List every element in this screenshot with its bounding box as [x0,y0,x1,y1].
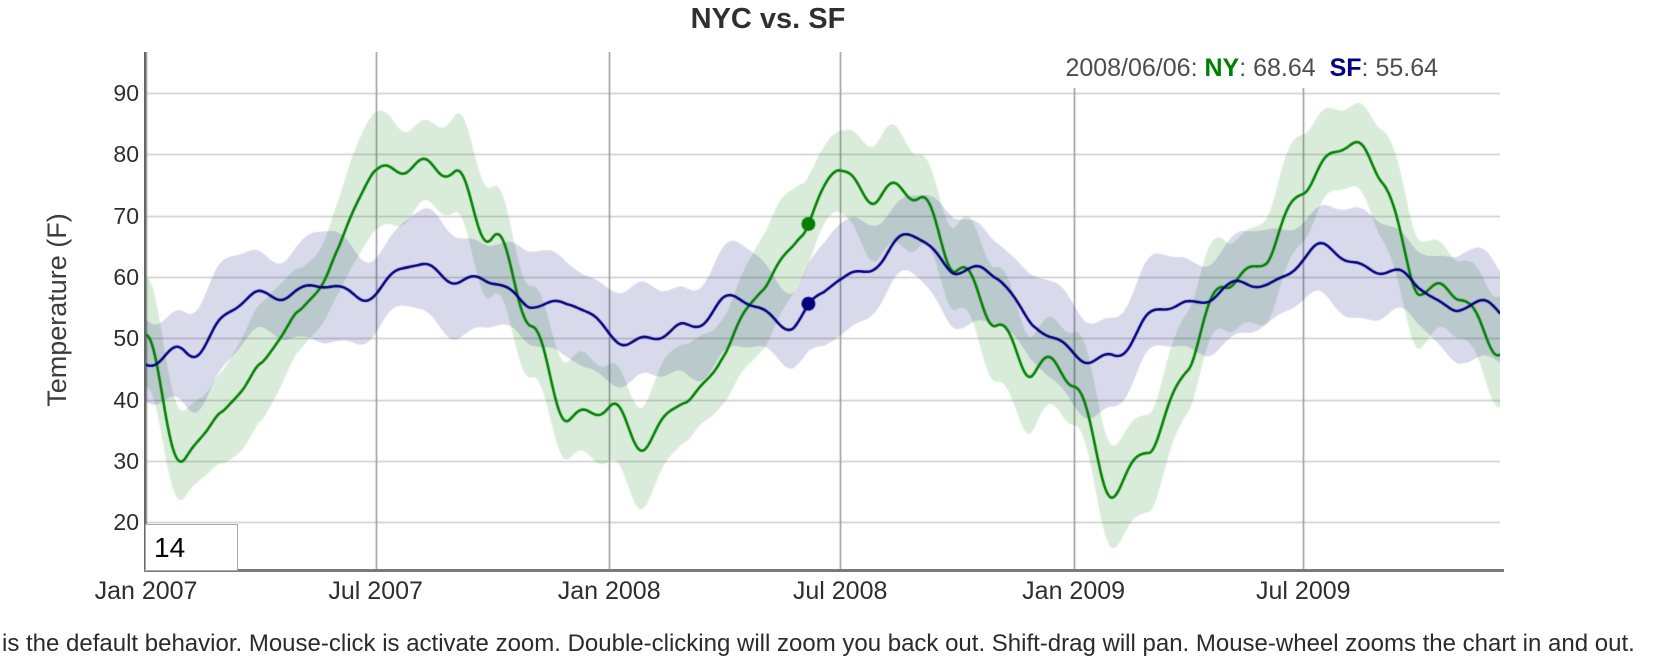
y-axis-line [144,52,146,570]
legend-gap [1316,54,1330,82]
legend-ny-label: NY [1204,54,1240,82]
x-tick-label: Jul 2007 [328,577,423,605]
y-tick-label: 40 [113,386,139,413]
y-tick-label: 50 [113,325,139,352]
legend-sf-label: SF [1329,54,1362,82]
y-tick-label: 70 [113,202,139,229]
dygraph-temperature-chart: NYC vs. SF Temperature (F) 20 30 40 50 60 70 8… [2,3,1635,657]
y-tick-label: 60 [113,263,139,290]
y-tick-label: 20 [113,509,139,536]
chart-title: NYC vs. SF [690,3,846,35]
legend: 2008/06/06: NY: 68.64 SF: 55.64 [1057,48,1446,88]
roller-period-input[interactable] [145,524,238,571]
y-tick-label: 30 [113,447,139,474]
legend-sf-value: 55.64 [1375,54,1438,82]
legend-date: 2008/06/06 [1065,54,1191,82]
y-tick-label: 80 [113,141,139,168]
x-tick-label: Jan 2009 [1022,577,1126,605]
legend-ny-value: 68.64 [1253,54,1316,82]
legend-separator: : [1361,54,1376,82]
x-tick-label: Jul 2009 [1256,577,1351,605]
y-tick-label: 90 [113,80,139,107]
legend-separator: : [1239,54,1254,82]
footer-note: is the default behavior. Mouse-click is … [2,630,1635,657]
x-tick-label: Jan 2007 [94,577,198,605]
x-axis-line [144,569,1504,572]
legend-separator: : [1190,54,1205,82]
x-tick-label: Jan 2008 [557,577,661,605]
chart-canvas[interactable] [146,52,1500,569]
x-tick-label: Jul 2008 [792,577,888,605]
